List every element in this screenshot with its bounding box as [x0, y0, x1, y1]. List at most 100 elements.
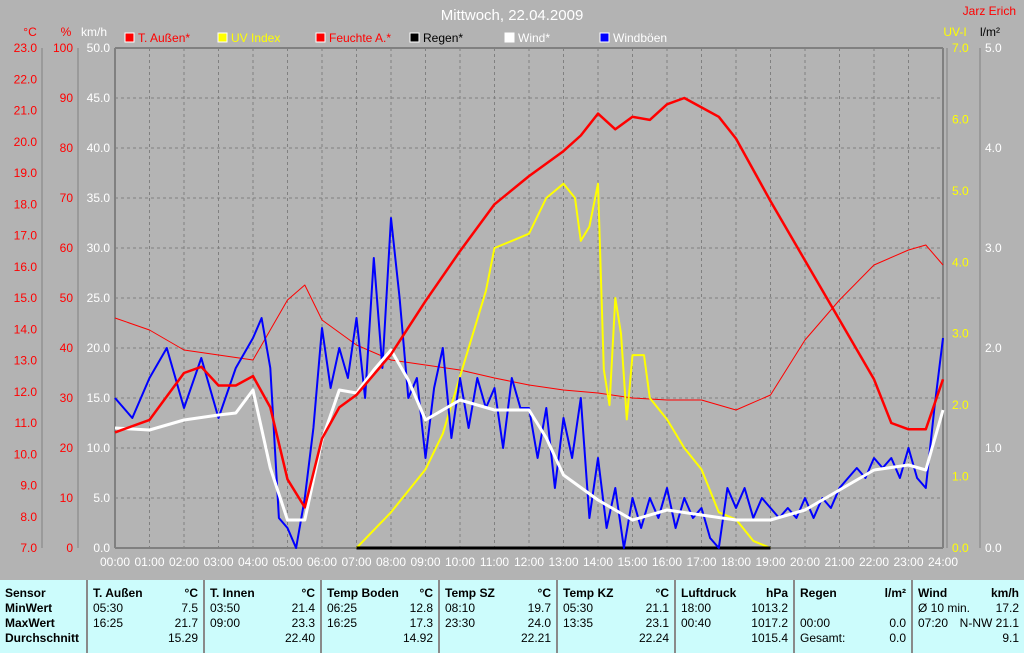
cell-value: 0.0: [889, 616, 906, 630]
cell-value: °C: [301, 586, 315, 600]
wind-tick-label: 45.0: [87, 91, 111, 105]
cell-value: 1015.4: [751, 631, 788, 645]
uv-tick-label: 1.0: [952, 470, 969, 484]
cell-value: 1017.2: [751, 616, 788, 630]
legend-swatch: [315, 32, 326, 43]
cell-value: 24.0: [527, 616, 551, 630]
min-label: MinWert: [5, 601, 53, 615]
uv-tick-label: 6.0: [952, 112, 969, 126]
humidity-tick-label: 30: [60, 391, 74, 405]
temp-tick-label: 8.0: [20, 510, 37, 524]
legend-swatch: [217, 32, 228, 43]
legend-label: Regen*: [423, 31, 463, 45]
humidity-tick-label: 100: [53, 41, 73, 55]
temp-tick-label: 12.0: [14, 385, 38, 399]
temp-tick-label: 19.0: [14, 166, 38, 180]
cell: 07:20: [918, 616, 949, 630]
cell-value: N-NW 21.1: [959, 616, 1019, 630]
legend-label: T. Außen*: [138, 31, 190, 45]
cell: 09:00: [210, 616, 241, 630]
x-tick-label: 23:00: [893, 555, 923, 569]
cell-value: 22.40: [284, 631, 315, 645]
sensor-column-temp-boden: Temp Boden °C 06:25 12.8 16:25 17.3 14.92: [322, 580, 440, 653]
wind-tick-label: 30.0: [87, 241, 111, 255]
cell-value: 22.21: [520, 631, 551, 645]
rain-axis-unit: l/m²: [980, 25, 1000, 39]
temp-tick-label: 17.0: [14, 229, 38, 243]
cell: Temp SZ: [445, 586, 495, 600]
x-tick-label: 00:00: [100, 555, 130, 569]
temp-tick-label: 15.0: [14, 291, 38, 305]
humidity-tick-label: 80: [60, 141, 74, 155]
uv-tick-label: 5.0: [952, 184, 969, 198]
cell-value: hPa: [765, 586, 788, 600]
wind-tick-label: 50.0: [87, 41, 111, 55]
legend-label: Feuchte A.*: [329, 31, 391, 45]
cell-value: 22.24: [638, 631, 669, 645]
x-tick-label: 17:00: [686, 555, 716, 569]
x-tick-label: 02:00: [169, 555, 199, 569]
x-tick-label: 22:00: [859, 555, 889, 569]
cell-value: 12.8: [409, 601, 433, 615]
uv-tick-label: 4.0: [952, 255, 969, 269]
sensor-column-luftdruck: Luftdruck hPa 18:00 1013.2 00:40 1017.2 1015.4: [676, 580, 795, 653]
series-wind: [114, 348, 945, 522]
weather-chart: Mittwoch, 22.04.2009 Jarz Erich 00:00 01:…: [14, 4, 1016, 569]
x-tick-label: 10:00: [445, 555, 475, 569]
x-tick-label: 19:00: [755, 555, 785, 569]
x-tick-label: 01:00: [134, 555, 164, 569]
cell: 16:25: [327, 616, 358, 630]
humidity-tick-label: 50: [60, 291, 74, 305]
cell: Temp Boden: [327, 586, 399, 600]
temp-tick-label: 23.0: [14, 41, 38, 55]
sensor-column: Sensor MinWert MaxWert Durchschnitt: [0, 580, 88, 653]
legend-swatch: [409, 32, 420, 43]
x-tick-label: 07:00: [341, 555, 371, 569]
cell-value: 21.1: [645, 601, 669, 615]
cell: Regen: [800, 586, 837, 600]
cell: 06:25: [327, 601, 358, 615]
legend-label: Windböen: [613, 31, 667, 45]
temp-axis-unit: °C: [23, 25, 37, 39]
statistics-table: Sensor MinWert MaxWert Durchschnitt T. A…: [0, 580, 1024, 653]
cell-value: 14.92: [402, 631, 433, 645]
humidity-tick-label: 40: [60, 341, 74, 355]
x-tick-label: 16:00: [652, 555, 682, 569]
cell: 03:50: [210, 601, 241, 615]
temp-tick-label: 22.0: [14, 72, 38, 86]
x-tick-label: 15:00: [617, 555, 647, 569]
x-tick-label: 06:00: [307, 555, 337, 569]
temp-tick-label: 10.0: [14, 447, 38, 461]
rain-tick-label: 3.0: [985, 241, 1002, 255]
x-tick-label: 03:00: [203, 555, 233, 569]
humidity-tick-label: 60: [60, 241, 74, 255]
x-tick-label: 21:00: [824, 555, 854, 569]
cell-value: 17.2: [995, 601, 1019, 615]
sensor-column-t-außen: T. Außen °C 05:30 7.5 16:25 21.7 15.29: [88, 580, 205, 653]
temp-tick-label: 16.0: [14, 260, 38, 274]
rain-tick-label: 5.0: [985, 41, 1002, 55]
cell-value: 21.7: [174, 616, 198, 630]
sensor-column-t-innen: T. Innen °C 03:50 21.4 09:00 23.3 22.40: [205, 580, 322, 653]
x-tick-label: 11:00: [480, 555, 509, 569]
rain-tick-label: 4.0: [985, 141, 1002, 155]
cell-value: 21.4: [291, 601, 315, 615]
cell: Luftdruck: [681, 586, 737, 600]
cell: Temp KZ: [563, 586, 614, 600]
uv-tick-label: 2.0: [952, 398, 969, 412]
x-tick-label: 09:00: [410, 555, 440, 569]
wind-tick-label: 35.0: [87, 191, 111, 205]
cell: 23:30: [445, 616, 476, 630]
temp-tick-label: 14.0: [14, 322, 38, 336]
rain-tick-label: 0.0: [985, 541, 1002, 555]
legend-swatch: [504, 32, 515, 43]
cell-value: 1013.2: [751, 601, 788, 615]
humidity-tick-label: 20: [60, 441, 74, 455]
max-label: MaxWert: [5, 616, 55, 630]
sensor-column-wind: Wind km/h Ø 10 min. 17.2 07:20 N-NW 21.1 9.1: [913, 580, 1024, 653]
avg-label: Durchschnitt: [5, 631, 80, 645]
temp-tick-label: 13.0: [14, 354, 38, 368]
cell-value: °C: [537, 586, 551, 600]
temp-tick-label: 21.0: [14, 104, 38, 118]
cell: Ø 10 min.: [918, 601, 971, 615]
